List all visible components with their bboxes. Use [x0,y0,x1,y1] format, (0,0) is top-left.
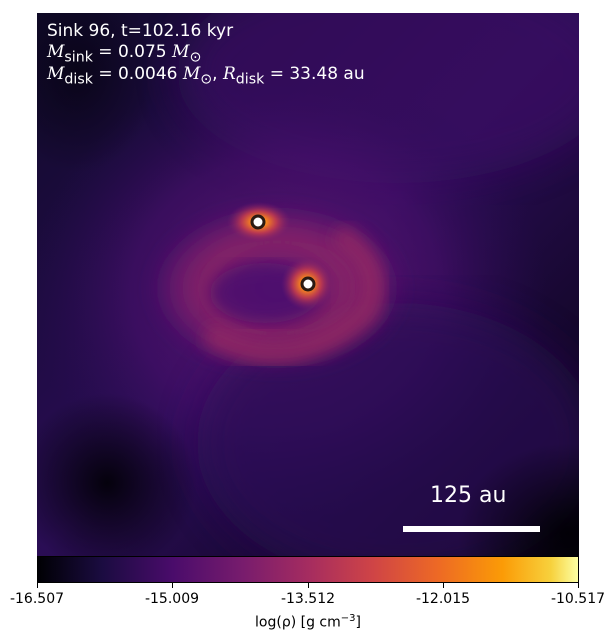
sink-a-marker [250,214,266,230]
colorbar-tick-label: -16.507 [9,591,65,607]
colorbar-tick-label: -15.009 [144,591,200,607]
colorbar-tick [308,583,309,588]
colorbar-tick [172,583,173,588]
colorbar-tick-label: -12.015 [415,591,471,607]
colorbar-tick [443,583,444,588]
colorbar-tick-label: -10.517 [550,591,606,607]
scale-bar-label: 125 au [430,483,507,508]
colorbar [37,556,579,583]
density-map-svg [37,13,579,556]
disk-properties: Mdisk = 0.0046 M⊙, Rdisk = 33.48 au [47,64,365,88]
sink-id-time: Sink 96, t=102.16 kyr [47,21,234,41]
colorbar-tick-label: -13.512 [280,591,336,607]
sink-mass: Msink = 0.075 M⊙ [47,42,202,66]
scale-bar [403,526,540,532]
colorbar-tick [37,583,38,588]
colorbar-tick [578,583,579,588]
colorbar-label: log(ρ) [g cm−3] [255,613,361,631]
sink-b-marker [300,276,316,292]
density-map [37,13,579,556]
